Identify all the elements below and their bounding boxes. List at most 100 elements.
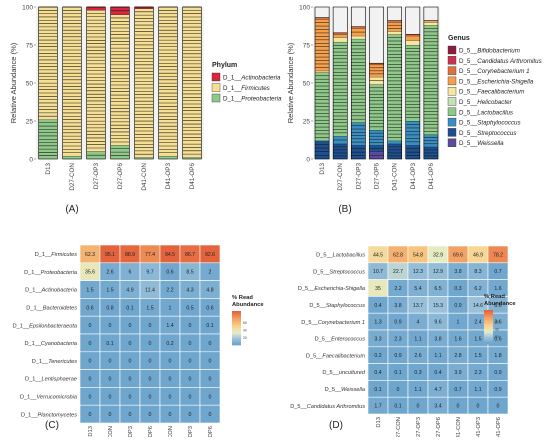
panel-b-ylabel: Relative Abundance (%) bbox=[286, 42, 295, 123]
panel-c-colorbar-step bbox=[232, 337, 241, 340]
panel-c-row-label: D_1__Proteobacteria bbox=[24, 270, 77, 276]
panel-c-cell-label: 0.6 bbox=[166, 270, 173, 276]
panel-d-colorbar-step bbox=[484, 322, 493, 325]
panel-c-cell-label: 86.7 bbox=[185, 252, 195, 258]
panel-d-cell-label: 0 bbox=[417, 404, 420, 410]
panel-b-bar-outline bbox=[423, 6, 439, 160]
panel-d-cell-label: 6.5 bbox=[434, 286, 441, 292]
panel-d-cell-label: 0.4 bbox=[374, 303, 381, 309]
panel-c-cell-label: 0.2 bbox=[166, 341, 173, 347]
panel-a-legend-label: D_1__Proteobacteria bbox=[223, 96, 282, 103]
panel-b-stacked-bar-chart: 0 25 50 75 100 Relative Abundance (%) D13 D27-C… bbox=[286, 5, 542, 216]
panel-c-cell-label: 0 bbox=[189, 359, 192, 365]
panel-d-cell-label: 5.4 bbox=[414, 286, 421, 292]
panel-b-ytick-label: 100 bbox=[299, 5, 310, 12]
panel-c-cell-label: 0 bbox=[189, 394, 192, 400]
panel-c-cell-label: 0 bbox=[149, 359, 152, 365]
panel-a-bar-segment bbox=[182, 157, 202, 159]
panel-a-legend-label: D_1__Firmicutes bbox=[223, 85, 270, 92]
panel-a-bar-segment bbox=[134, 157, 154, 159]
panel-c-colorbar-step bbox=[232, 336, 241, 339]
panel-a-ytick-label: 50 bbox=[26, 81, 34, 88]
panel-d-col-label: D41-CON bbox=[456, 417, 462, 437]
panel-c-col-label: D13 bbox=[88, 426, 94, 437]
panel-c-cell-label: 0.1 bbox=[126, 305, 133, 311]
panel-d-cell-label: 0 bbox=[497, 404, 500, 410]
panel-c-colorbar-step bbox=[232, 335, 241, 337]
panel-d-col-label: D27-OP6 bbox=[436, 417, 442, 437]
panel-a-xtick-label: D27-OP3 bbox=[93, 163, 100, 190]
panel-c-cell-label: 95.1 bbox=[105, 252, 115, 258]
panel-d-cell-label: 2.4 bbox=[474, 320, 481, 326]
panel-c-cell-label: 0 bbox=[209, 341, 212, 347]
panel-d-colorbar-step bbox=[484, 317, 493, 319]
panel-c-cell-label: 0.6 bbox=[86, 305, 93, 311]
panel-c-cell-label: 8.5 bbox=[186, 270, 193, 276]
panel-d-cell-label: 6.6 bbox=[494, 303, 501, 309]
panel-c-cell-label: 6 bbox=[129, 270, 132, 276]
panel-d-colorbar-step bbox=[484, 324, 493, 326]
panel-c-colorbar-step bbox=[232, 330, 241, 333]
panel-b-legend-label: D_5__Bifidobacterium bbox=[459, 48, 520, 55]
panel-c-panel-label: (C) bbox=[45, 420, 59, 431]
panel-b-bar-segment bbox=[387, 20, 402, 23]
panel-b-legend-label: D_5__Staphylococcus bbox=[459, 120, 521, 127]
panel-d-colorbar-step bbox=[484, 328, 493, 331]
panel-c-cell-label: 0 bbox=[129, 394, 132, 400]
panel-d-cell-label: 0.3 bbox=[454, 286, 461, 292]
panel-b-xtick-label: D27-CON bbox=[337, 163, 344, 191]
panel-d-colorbar-step bbox=[484, 339, 493, 342]
panel-c-colorbar-step bbox=[232, 316, 241, 319]
panel-a-bar-outline bbox=[62, 6, 82, 160]
panel-d-cell-label: 0.6 bbox=[494, 336, 501, 342]
panel-d-colorbar-step bbox=[484, 315, 493, 318]
panel-d-row-label: D_5__uncultured bbox=[322, 370, 365, 376]
panel-c-colorbar-step bbox=[232, 333, 241, 336]
panel-d-cell-label: 1.1 bbox=[434, 353, 441, 359]
panel-c-colorbar-step bbox=[232, 342, 241, 344]
panel-c-row-label: D_1__Lentisphaerae bbox=[25, 377, 77, 383]
panel-c-heatmap: D_1__Firmicutes 62.3 95.1 88.9 77.4 94.5 86.7 9… bbox=[13, 244, 264, 442]
panel-b-bar-segment bbox=[387, 22, 402, 32]
panel-d-colorbar-step bbox=[484, 331, 493, 334]
panel-b-bar-segment bbox=[369, 63, 384, 65]
panel-b-ytick-label: 75 bbox=[303, 43, 311, 50]
panel-b-bar-segment bbox=[387, 143, 402, 159]
panel-d-cell-label: 0.1 bbox=[374, 387, 381, 393]
panel-c-cell-label: 0 bbox=[109, 412, 112, 418]
panel-c-colorbar-step bbox=[232, 328, 241, 330]
panel-d-heatmap: D_5__Lactobacillus 44.5 62.8 54.8 32.9 69.6 46… bbox=[290, 245, 516, 442]
panel-c-colorbar-step bbox=[232, 311, 241, 313]
panel-d-colorbar-tick: 20 bbox=[495, 335, 499, 339]
panel-d-cell-label: 1.8 bbox=[494, 353, 501, 359]
panel-c-cell-label: 0 bbox=[189, 323, 192, 329]
panel-c-cell-label: 0 bbox=[89, 412, 92, 418]
panel-b-bar-segment bbox=[351, 35, 366, 39]
panel-c-cell-label: 0.8 bbox=[106, 305, 113, 311]
panel-b-bar-segment bbox=[333, 37, 348, 42]
panel-a-xtick-label: D13 bbox=[45, 163, 52, 175]
panel-d-cell-label: 4.7 bbox=[434, 387, 441, 393]
panel-d-row-label: D_5__Corynebacterium 1 bbox=[301, 320, 365, 326]
panel-b-legend-label: D_5__Helicobacter bbox=[459, 99, 513, 106]
panel-d-cell-label: 12.9 bbox=[433, 269, 443, 275]
panel-d-cell-label: 0.1 bbox=[394, 404, 401, 410]
panel-c-cell-label: 1.4 bbox=[166, 323, 173, 329]
panel-b-bar-segment bbox=[405, 35, 420, 41]
panel-c-cell-label: 11.4 bbox=[145, 288, 155, 294]
panel-a-bar-segment bbox=[86, 7, 106, 11]
panel-b-xtick-label: D13 bbox=[319, 163, 326, 175]
panel-b-bar-segment bbox=[405, 45, 420, 121]
panel-c-col-label: D41-CON bbox=[168, 426, 174, 437]
panel-d-cell-label: 2.3 bbox=[474, 370, 481, 376]
panel-a-bar-segment bbox=[62, 155, 82, 159]
panel-d-colorbar-step bbox=[484, 318, 493, 321]
panel-d-cell-label: 0.2 bbox=[374, 353, 381, 359]
panel-c-cell-label: 0 bbox=[129, 341, 132, 347]
panel-d-cell-label: 1.5 bbox=[474, 336, 481, 342]
panel-a-bar-segment bbox=[62, 7, 82, 156]
panel-b-panel-label: (B) bbox=[338, 204, 351, 215]
panel-d-cell-label: 0.7 bbox=[454, 387, 461, 393]
panel-d-cell-label: 46.9 bbox=[473, 252, 483, 258]
panel-a-legend-swatch bbox=[211, 93, 221, 103]
